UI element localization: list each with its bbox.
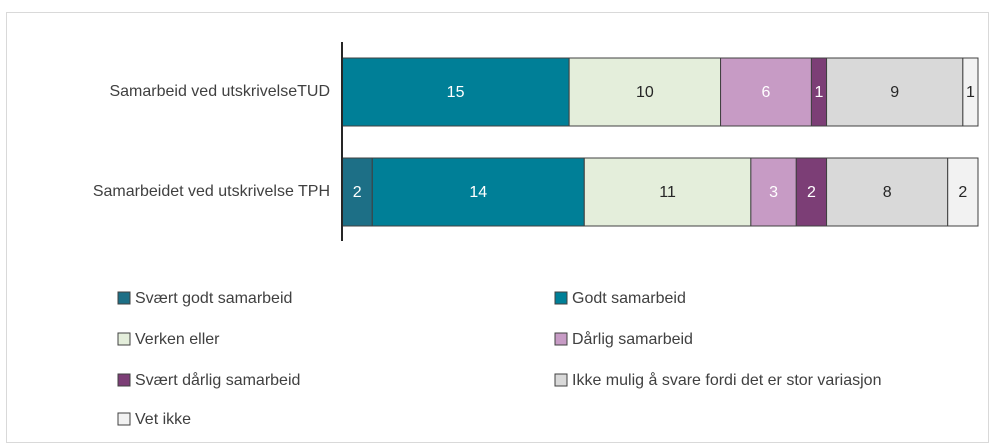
bar-segment [826,57,964,127]
data-label: 2 [958,184,967,201]
legend-swatch [554,291,568,305]
legend-swatch [117,373,131,387]
bar-segment [720,57,812,127]
legend-swatch [554,332,568,346]
legend-label: Godt samarbeid [572,290,686,307]
data-label: 2 [353,184,362,201]
bar-segment [341,57,570,127]
legend-label: Dårlig samarbeid [572,330,693,348]
data-label: 11 [659,184,676,201]
data-label: 9 [890,84,899,101]
bar-segment [826,157,949,227]
bar-segment [583,157,752,227]
bar-segment [795,157,828,227]
bar-segment [371,157,585,227]
legend-label: Verken eller [135,331,220,348]
bar-segment [947,157,979,227]
legend-swatch [554,373,568,387]
bar-segment [341,157,373,227]
data-label: 10 [636,84,654,101]
data-label: 3 [769,184,778,201]
data-label: 14 [469,184,487,201]
category-label: Samarbeid ved utskrivelseTUD [109,83,330,100]
legend-swatch [117,412,131,426]
legend-label: Svært dårlig samarbeid [135,371,300,389]
data-label: 1 [966,84,975,101]
legend-label: Svært godt samarbeid [135,290,292,307]
data-label: 6 [762,84,771,101]
bar-segment [750,157,797,227]
legend-swatch [117,291,131,305]
category-label: Samarbeidet ved utskrivelse TPH [93,183,330,200]
data-label: 15 [447,84,465,101]
legend-label: Ikke mulig å svare fordi det er stor var… [572,371,881,389]
data-label: 8 [883,184,892,201]
bar-segment [962,57,979,127]
data-label: 2 [807,184,816,201]
data-label: 1 [815,84,824,101]
bar-segment [568,57,722,127]
legend-label: Vet ikke [135,411,191,428]
legend-swatch [117,332,131,346]
